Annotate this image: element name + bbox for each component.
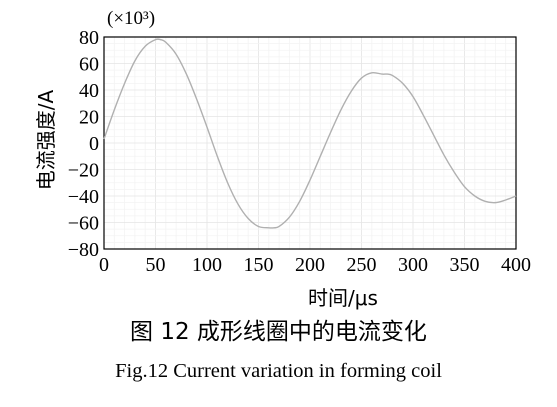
y-axis-title: 电流强度/A — [34, 89, 58, 190]
y-tick-label: 20 — [79, 107, 99, 129]
x-tick-label: 300 — [398, 254, 428, 276]
x-tick-label: 200 — [295, 254, 325, 276]
x-tick-label: 150 — [244, 254, 274, 276]
current-series-line — [103, 38, 517, 229]
y-tick-label: 80 — [79, 27, 99, 49]
x-tick-label: 350 — [450, 254, 480, 276]
y-tick-label: 60 — [79, 54, 99, 76]
y-tick-label: −20 — [68, 160, 99, 182]
x-tick-labels: 0 50 100 150 200 250 300 350 400 — [99, 254, 531, 276]
x-tick-label: 0 — [99, 254, 109, 276]
x-tick-label: 400 — [501, 254, 531, 276]
figure-caption-chinese: 图 12 成形线圈中的电流变化 — [130, 319, 427, 345]
y-tick-label: 0 — [89, 133, 99, 155]
y-tick-label: −80 — [68, 239, 99, 261]
x-tick-label: 250 — [347, 254, 377, 276]
x-axis-title: 时间/μs — [308, 286, 378, 310]
x-tick-label: 50 — [146, 254, 166, 276]
y-tick-label: 40 — [79, 80, 99, 102]
plot-frame — [103, 36, 517, 250]
y-tick-label: −40 — [68, 186, 99, 208]
figure-caption-english: Fig.12 Current variation in forming coil — [115, 360, 442, 382]
y-tick-label: −60 — [68, 213, 99, 235]
y-scale-note: (×10³) — [107, 8, 155, 29]
chart: 0 50 100 150 200 250 300 350 400 806040200−20−40… — [34, 8, 531, 310]
y-tick-labels: 80 60 40 20 0 −20 −40 −60 −80 — [68, 27, 99, 261]
x-tick-label: 100 — [192, 254, 222, 276]
plot-grid — [104, 37, 516, 249]
